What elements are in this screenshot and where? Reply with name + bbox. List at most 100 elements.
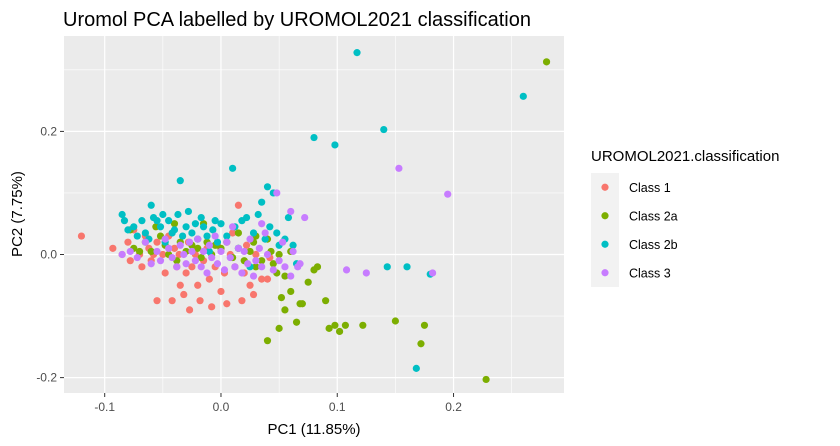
point-class-2b: [197, 213, 205, 222]
point-class-2b: [229, 164, 237, 172]
point-class-2b: [217, 220, 225, 228]
point-class-3: [281, 263, 289, 271]
point-class-3: [133, 253, 141, 262]
point-class-3: [126, 247, 134, 256]
point-class-3: [275, 257, 283, 265]
legend: Class 1 Class 2a Class 2b Class 3: [591, 173, 678, 287]
point-class-2a: [331, 321, 339, 329]
point-class-1: [124, 238, 132, 246]
point-class-3: [279, 238, 287, 246]
point-class-2a: [420, 321, 429, 329]
point-class-3: [165, 244, 173, 252]
point-class-1: [223, 300, 231, 308]
point-class-1: [185, 306, 194, 314]
point-class-2b: [412, 364, 420, 372]
point-class-3: [258, 263, 266, 271]
point-class-1: [252, 250, 260, 259]
point-class-2a: [269, 260, 277, 268]
point-class-2b: [331, 141, 339, 149]
point-class-3: [141, 238, 149, 246]
tick-labels: -0.1 0.0 0.1 0.2 -0.2 0.0 0.2: [36, 124, 462, 414]
legend-marker-class-2b: [601, 240, 609, 248]
point-class-1: [194, 281, 202, 289]
x-tick-label: 0.2: [445, 400, 462, 414]
legend-label-class-3: Class 3: [629, 266, 671, 280]
point-class-2b: [184, 207, 193, 216]
point-class-2a: [194, 244, 202, 252]
point-class-2b: [383, 263, 391, 271]
point-class-2a: [542, 58, 551, 66]
point-class-3: [255, 244, 263, 252]
point-class-2a: [417, 340, 425, 348]
point-class-2b: [242, 213, 251, 222]
point-class-1: [153, 238, 161, 246]
point-class-2b: [130, 223, 138, 231]
point-class-1: [138, 263, 146, 271]
point-class-3: [182, 260, 190, 268]
point-class-3: [191, 257, 199, 265]
point-class-3: [249, 272, 258, 280]
point-class-2a: [258, 257, 266, 265]
point-class-1: [246, 281, 254, 289]
point-class-3: [238, 269, 246, 277]
point-class-2b: [289, 241, 297, 249]
point-class-3: [194, 235, 202, 243]
point-class-3: [342, 266, 351, 274]
point-class-2b: [284, 213, 293, 222]
point-class-2b: [258, 198, 266, 206]
point-class-2b: [124, 226, 132, 234]
point-class-1: [168, 297, 176, 305]
point-class-3: [197, 263, 205, 271]
point-class-2a: [292, 318, 301, 326]
point-class-3: [395, 164, 403, 172]
point-class-1: [126, 257, 134, 265]
point-class-1: [77, 232, 86, 240]
point-class-3: [287, 207, 295, 216]
point-class-3: [244, 260, 252, 268]
point-class-2a: [281, 272, 289, 280]
point-class-3: [273, 189, 281, 197]
point-class-2b: [147, 201, 155, 209]
point-class-2b: [263, 183, 272, 191]
point-class-2a: [298, 300, 306, 308]
point-class-3: [252, 257, 260, 265]
x-tick-label: -0.1: [94, 400, 115, 414]
point-class-3: [168, 253, 176, 262]
point-class-3: [156, 257, 165, 265]
point-class-3: [220, 266, 229, 274]
point-class-1: [161, 269, 169, 277]
point-class-1: [176, 281, 184, 289]
x-axis-title: PC1 (11.85%): [267, 421, 360, 438]
point-class-1: [229, 229, 237, 237]
point-class-2a: [304, 278, 312, 286]
point-class-3: [287, 272, 295, 280]
point-class-2b: [203, 232, 211, 240]
point-class-2b: [141, 229, 149, 237]
point-class-2a: [325, 324, 333, 332]
point-class-3: [173, 263, 181, 271]
legend-label-class-2a: Class 2a: [629, 209, 678, 223]
y-tick-label: 0.2: [40, 124, 57, 138]
point-class-3: [229, 223, 237, 231]
point-class-1: [205, 275, 213, 283]
point-class-2b: [353, 49, 361, 57]
point-class-1: [249, 290, 258, 299]
point-class-3: [231, 263, 239, 271]
legend-title: UROMOL2021.classification: [591, 148, 779, 165]
point-class-3: [213, 260, 222, 268]
point-class-1: [153, 297, 161, 305]
point-class-2b: [174, 210, 182, 219]
point-class-2b: [519, 92, 527, 100]
axis-ticks: [60, 130, 455, 397]
x-tick-label: 0.0: [213, 400, 230, 414]
point-class-3: [147, 260, 155, 268]
point-class-2b: [380, 125, 388, 134]
point-class-2b: [209, 226, 217, 234]
point-class-3: [203, 269, 211, 277]
plot-panel: [64, 36, 564, 393]
y-axis-title: PC2 (7.75%): [9, 171, 26, 257]
point-class-1: [208, 303, 216, 311]
point-class-2a: [234, 229, 243, 237]
point-class-2b: [188, 229, 196, 237]
point-class-2b: [179, 232, 187, 240]
